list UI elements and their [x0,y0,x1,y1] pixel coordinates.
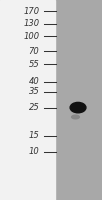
Text: 15: 15 [29,131,39,140]
Text: 40: 40 [29,77,39,86]
Ellipse shape [72,115,79,119]
Text: 10: 10 [29,148,39,156]
Text: 25: 25 [29,103,39,112]
Text: 130: 130 [23,19,39,28]
Text: 70: 70 [29,46,39,55]
Text: 55: 55 [29,60,39,69]
Text: 170: 170 [23,6,39,16]
Ellipse shape [70,102,86,113]
Bar [0,0,55,200]
Text: 35: 35 [29,87,39,96]
Text: 100: 100 [23,32,39,41]
